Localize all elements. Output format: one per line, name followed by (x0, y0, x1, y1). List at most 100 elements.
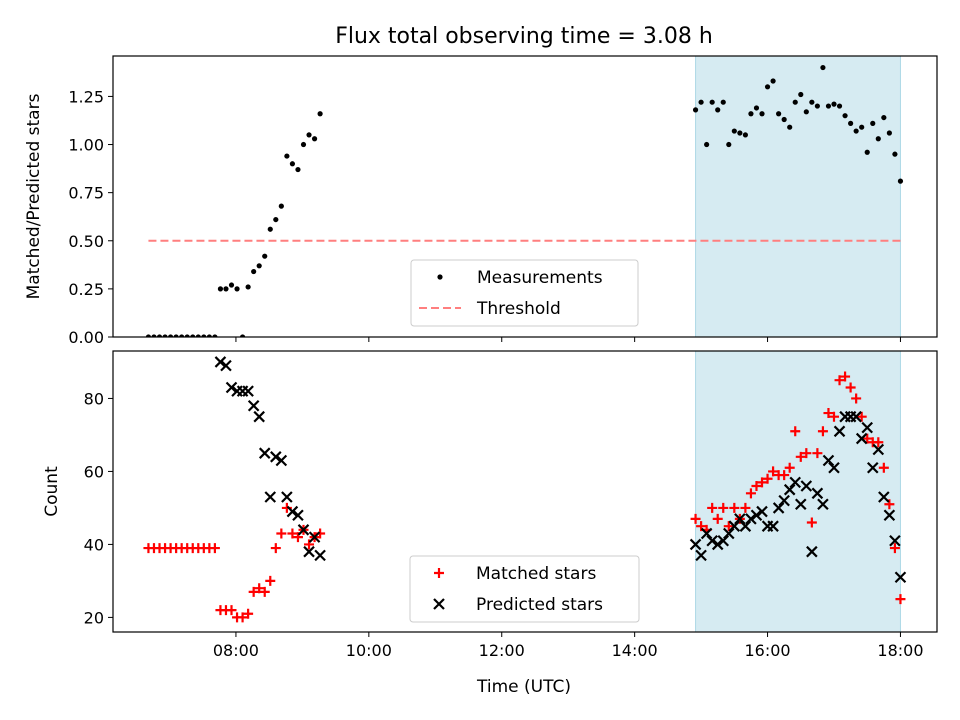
measurement-point (809, 99, 815, 105)
predicted-point (247, 399, 260, 412)
measurement-point (173, 334, 179, 337)
matched-point (304, 539, 315, 550)
measurement-point (848, 120, 854, 126)
matched-point (243, 608, 254, 619)
predicted-point (303, 545, 315, 558)
predicted-point (861, 421, 874, 434)
measurement-point (306, 132, 312, 138)
predicted-point (275, 454, 288, 467)
predicted-point (695, 549, 707, 562)
bottom-panel: 20 40 60 80 08:00 10:00 12:00 14:00 16:00 18:00 Co… (42, 350, 938, 660)
predicted-point (822, 454, 835, 467)
matched-point (878, 462, 889, 473)
measurement-point (859, 124, 865, 130)
matched-point (817, 426, 828, 437)
measurement-point (731, 128, 737, 134)
predicted-point (270, 451, 282, 463)
predicted-point (258, 447, 271, 459)
x-tick-label: 08:00 (213, 641, 259, 660)
measurement-point (273, 216, 279, 223)
measurement-point (814, 103, 820, 109)
measurement-point (245, 284, 251, 290)
matched-point (237, 612, 248, 623)
measurement-point (704, 141, 710, 148)
matched-point (889, 543, 900, 554)
measurement-point (776, 111, 782, 117)
x-tick-label: 12:00 (479, 641, 525, 660)
measurement-point (212, 334, 218, 337)
measurement-point (262, 253, 268, 259)
predicted-point (297, 524, 310, 536)
y-tick-label: 0.50 (68, 232, 104, 251)
measurement-point (251, 268, 257, 275)
measurement-point (842, 113, 848, 119)
x-tick-label: 14:00 (612, 641, 658, 660)
matched-point (718, 502, 729, 513)
matched-point (270, 543, 281, 554)
measurement-point (764, 84, 771, 90)
matched-point (287, 528, 298, 539)
y-tick-label: 40 (84, 535, 104, 554)
x-tick-label: 10:00 (346, 641, 392, 660)
measurement-point (853, 128, 859, 134)
predicted-point (745, 513, 757, 525)
measurement-point (223, 286, 229, 292)
matched-point (276, 528, 287, 539)
measurement-point (803, 109, 809, 115)
matched-point (795, 451, 806, 462)
measurement-point (864, 149, 870, 155)
predicted-point (717, 534, 730, 547)
predicted-point (883, 509, 896, 521)
matched-point (696, 521, 707, 532)
legend-label: Predicted stars (476, 595, 603, 615)
legend: Measurements Threshold (410, 259, 639, 327)
measurement-point (831, 101, 837, 107)
axes-frame (112, 55, 938, 338)
measurement-point (295, 166, 301, 173)
top-panel: 0.00 0.25 0.50 0.75 1.00 1.25 Matched/Predicte… (24, 55, 938, 347)
matched-point (712, 513, 723, 524)
predicted-point (789, 476, 802, 489)
measurement-point (256, 263, 262, 269)
measurement-point (737, 130, 743, 136)
matched-point (292, 532, 303, 543)
measurement-point (698, 99, 704, 105)
y-tick-label: 0.75 (68, 184, 104, 203)
predicted-point (723, 527, 735, 540)
shaded-interval (695, 55, 901, 338)
measurement-point (184, 334, 190, 337)
predicted-point (828, 462, 840, 474)
predicted-point (689, 538, 702, 551)
predicted-point (253, 410, 265, 423)
measurement-point (201, 334, 207, 337)
matched-point (829, 411, 839, 422)
predicted-point (833, 425, 846, 438)
predicted-point (850, 410, 862, 423)
predicted-point (706, 534, 718, 547)
legend-label: Threshold (476, 299, 561, 319)
measurement-point (145, 334, 152, 337)
measurement-point (179, 334, 185, 337)
y-tick-label: 60 (84, 462, 104, 481)
measurement-point (836, 103, 843, 109)
predicted-point (767, 520, 779, 532)
measurement-point (311, 136, 318, 142)
predicted-point (286, 505, 299, 518)
predicted-point (292, 509, 304, 521)
matched-point (779, 470, 790, 481)
chart-title: Flux total observing time = 3.08 h (335, 24, 713, 49)
predicted-point (242, 385, 254, 397)
measurement-point (726, 141, 732, 148)
y-axis-label: Count (42, 466, 62, 517)
matched-point (740, 502, 751, 513)
measurement-point (870, 120, 876, 126)
measurement-point (770, 78, 776, 84)
measurement-point (875, 136, 881, 142)
matched-point (226, 605, 237, 616)
predicted-point (711, 538, 724, 551)
matched-point (281, 502, 292, 513)
measurement-point (692, 107, 699, 113)
measurement-point (892, 151, 898, 157)
legend-label: Matched stars (476, 564, 596, 584)
plot-area (145, 64, 904, 337)
